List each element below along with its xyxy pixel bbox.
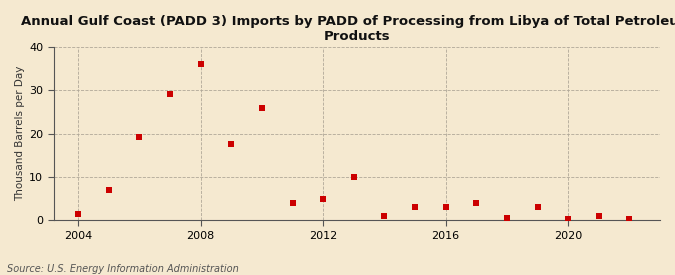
Point (563, 217, 574, 221)
Point (379, 214, 390, 218)
Point (195, 62, 206, 67)
Point (318, 196, 329, 201)
Point (165, 92, 176, 96)
Point (103, 188, 114, 192)
Point (256, 105, 267, 110)
Title: Annual Gulf Coast (PADD 3) Imports by PADD of Processing from Libya of Total Pet: Annual Gulf Coast (PADD 3) Imports by PA… (21, 15, 675, 43)
Point (624, 217, 634, 221)
Y-axis label: Thousand Barrels per Day: Thousand Barrels per Day (15, 66, 25, 201)
Point (348, 175, 359, 179)
Point (287, 201, 298, 205)
Text: Source: U.S. Energy Information Administration: Source: U.S. Energy Information Administ… (7, 264, 238, 274)
Point (593, 214, 604, 218)
Point (226, 142, 237, 147)
Point (440, 205, 451, 210)
Point (532, 205, 543, 210)
Point (73, 212, 84, 216)
Point (410, 205, 421, 210)
Point (134, 135, 145, 139)
Point (502, 216, 512, 220)
Point (471, 201, 482, 205)
